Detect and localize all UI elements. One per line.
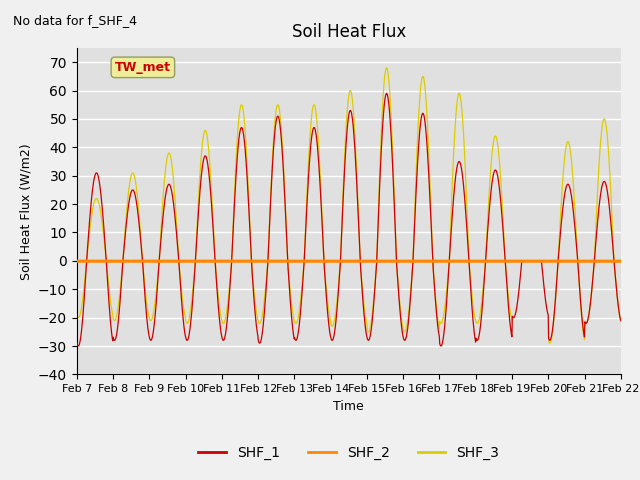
Y-axis label: Soil Heat Flux (W/m2): Soil Heat Flux (W/m2): [19, 143, 32, 279]
Text: No data for f_SHF_4: No data for f_SHF_4: [13, 14, 137, 27]
Title: Soil Heat Flux: Soil Heat Flux: [292, 23, 406, 41]
X-axis label: Time: Time: [333, 400, 364, 413]
Legend: SHF_1, SHF_2, SHF_3: SHF_1, SHF_2, SHF_3: [193, 440, 505, 466]
Text: TW_met: TW_met: [115, 61, 171, 74]
